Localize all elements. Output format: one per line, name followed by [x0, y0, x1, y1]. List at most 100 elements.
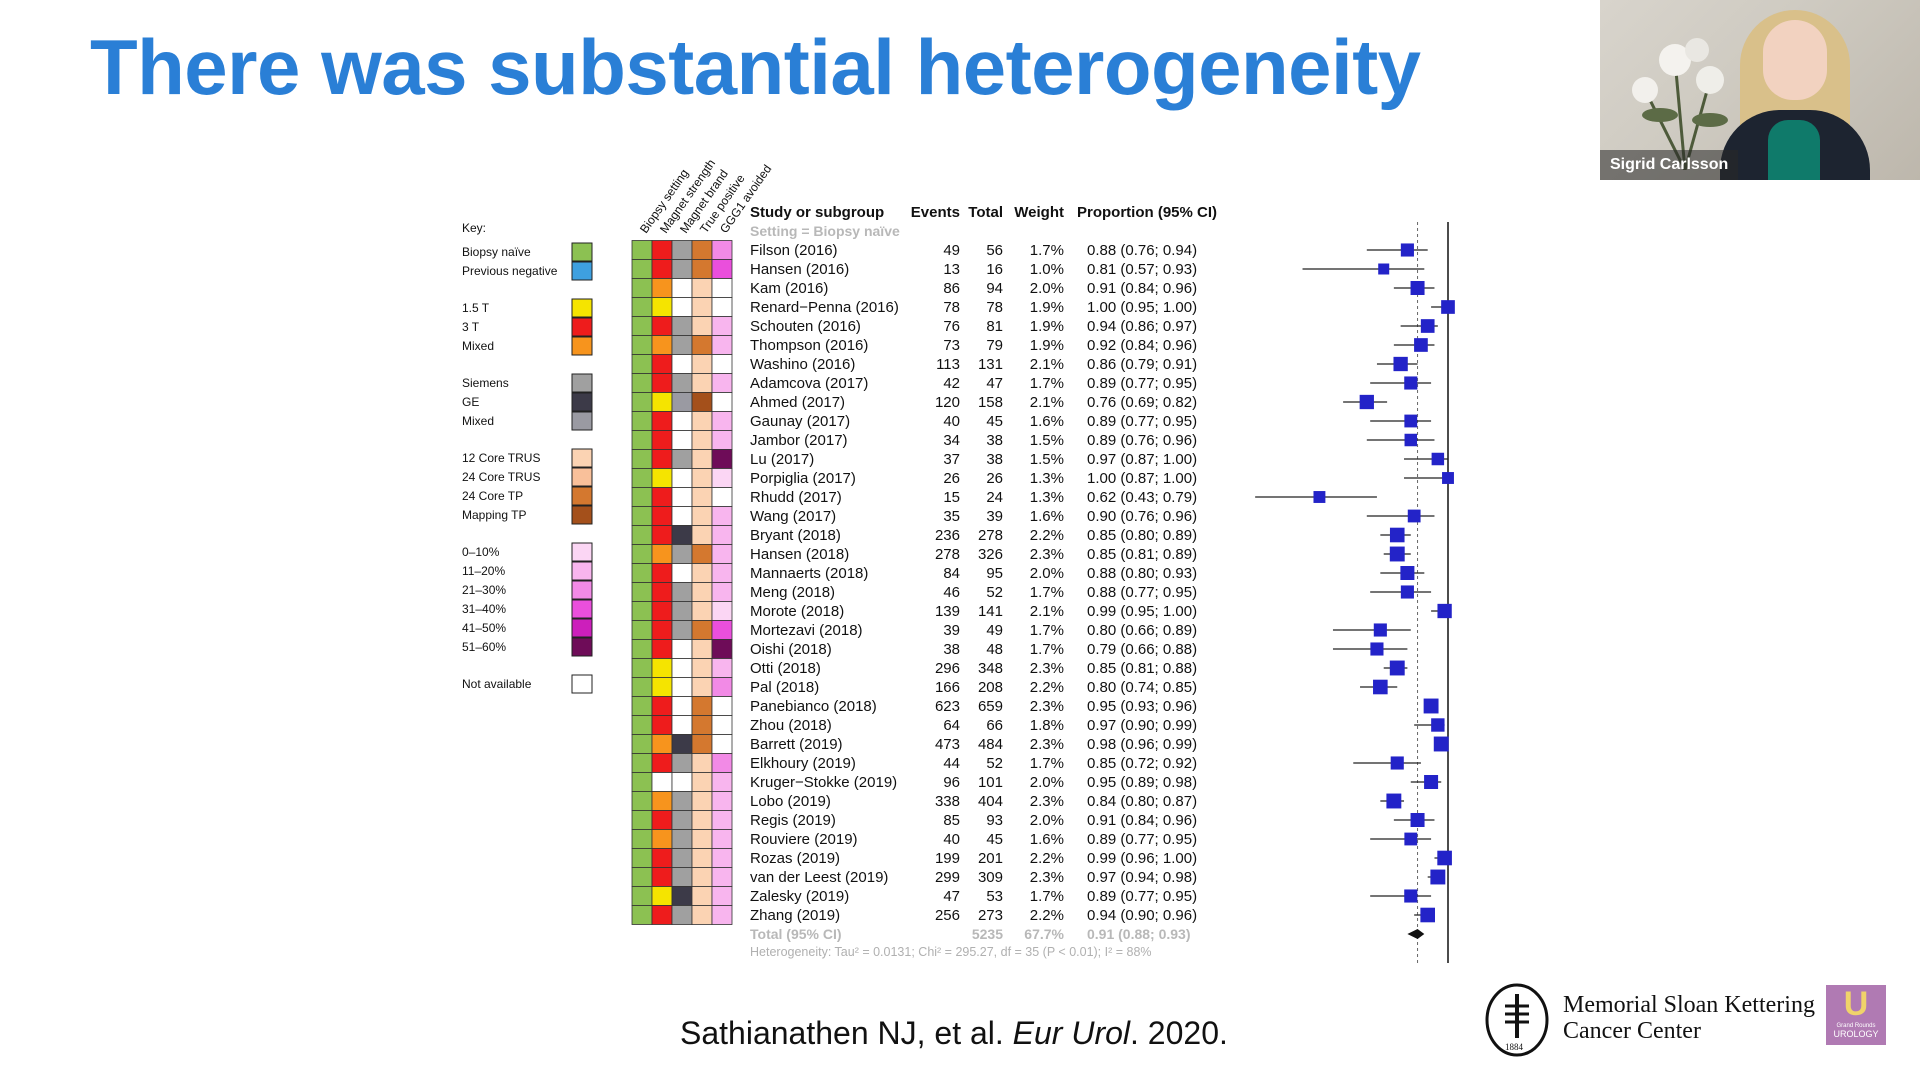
study-events: 120	[935, 394, 960, 411]
study-estimate-marker	[1389, 546, 1405, 562]
cell-core12	[691, 791, 713, 811]
study-total: 484	[978, 736, 1003, 753]
study-ci: 0.99 (0.96; 1.00)	[1087, 850, 1197, 867]
key-label: 12 Core TRUS	[462, 451, 540, 465]
cell-p20	[711, 373, 733, 393]
key-swatch-negative	[571, 261, 593, 281]
cell-t3	[651, 430, 673, 450]
study-total: 81	[986, 318, 1003, 335]
speaker-video[interactable]: Sigrid Carlsson	[1600, 0, 1920, 180]
study-name: Lobo (2019)	[750, 793, 831, 810]
msk-logo-year: 1884	[1505, 1042, 1524, 1052]
study-ci: 0.80 (0.66; 0.89)	[1087, 622, 1197, 639]
cell-siemens	[671, 316, 693, 336]
cell-t3	[651, 810, 673, 830]
key-label: 21–30%	[462, 583, 506, 597]
cell-t3	[651, 316, 673, 336]
cell-ge	[671, 734, 693, 754]
cell-na	[671, 658, 693, 678]
study-ci: 0.91 (0.84; 0.96)	[1087, 280, 1197, 297]
study-name: Zhang (2019)	[750, 907, 840, 924]
study-total: 348	[978, 660, 1003, 677]
study-events: 40	[943, 831, 960, 848]
study-events: 26	[943, 470, 960, 487]
heterogeneity-text: Heterogeneity: Tau² = 0.0131; Chi² = 295…	[750, 945, 1152, 959]
study-total: 47	[986, 375, 1003, 392]
cell-siemens	[671, 582, 693, 602]
cell-naive	[631, 506, 653, 526]
study-total: 52	[986, 584, 1003, 601]
study-name: Washino (2016)	[750, 356, 855, 373]
study-ci: 0.92 (0.84; 0.96)	[1087, 337, 1197, 354]
cell-t3	[651, 259, 673, 279]
cell-na	[671, 696, 693, 716]
study-estimate-marker	[1400, 566, 1415, 580]
cell-t3	[651, 696, 673, 716]
study-name: Renard−Penna (2016)	[750, 299, 899, 316]
key-swatch-core12	[571, 448, 593, 468]
study-total: 309	[978, 869, 1003, 886]
key-swatch-vmixed	[571, 411, 593, 431]
study-name: Oishi (2018)	[750, 641, 832, 658]
cell-na	[711, 278, 733, 298]
study-estimate-marker	[1407, 509, 1421, 523]
study-total: 93	[986, 812, 1003, 829]
cell-na	[671, 677, 693, 697]
cell-naive	[631, 810, 653, 830]
study-events: 623	[935, 698, 960, 715]
key-swatch-mapping	[571, 505, 593, 525]
key-label: Siemens	[462, 376, 509, 390]
study-ci: 0.88 (0.77; 0.95)	[1087, 584, 1197, 601]
cell-p20	[711, 886, 733, 906]
study-name: Regis (2019)	[750, 812, 836, 829]
cell-core12	[691, 582, 713, 602]
cell-t15	[651, 297, 673, 317]
header-events: Events	[911, 204, 960, 221]
study-ci: 0.88 (0.80; 0.93)	[1087, 565, 1197, 582]
cell-na	[671, 639, 693, 659]
cell-p20	[711, 335, 733, 355]
key-label: 41–50%	[462, 621, 506, 635]
study-estimate-marker	[1404, 433, 1418, 447]
cell-core12	[691, 905, 713, 925]
study-estimate-marker	[1420, 907, 1435, 923]
cell-na	[671, 411, 693, 431]
cell-siemens	[671, 810, 693, 830]
study-name: Mortezavi (2018)	[750, 622, 863, 639]
cell-na	[671, 430, 693, 450]
cell-t3	[651, 639, 673, 659]
cell-p20	[711, 506, 733, 526]
study-name: Porpiglia (2017)	[750, 470, 856, 487]
study-name: Filson (2016)	[750, 242, 838, 259]
cell-na	[711, 696, 733, 716]
study-weight: 1.7%	[1030, 622, 1064, 639]
key-swatch-t15	[571, 298, 593, 318]
study-events: 86	[943, 280, 960, 297]
study-name: Adamcova (2017)	[750, 375, 868, 392]
key-label: Mixed	[462, 414, 494, 428]
cell-core12	[691, 601, 713, 621]
study-estimate-marker	[1420, 319, 1435, 333]
cell-t3	[651, 449, 673, 469]
study-ci: 0.86 (0.79; 0.91)	[1087, 356, 1197, 373]
study-ci: 0.94 (0.90; 0.96)	[1087, 907, 1197, 924]
key-swatch-t3	[571, 317, 593, 337]
study-events: 73	[943, 337, 960, 354]
cell-p20	[711, 848, 733, 868]
study-estimate-marker	[1410, 813, 1425, 827]
cell-tmixed	[651, 791, 673, 811]
cell-core12	[691, 753, 713, 773]
study-estimate-marker	[1400, 243, 1414, 257]
study-total: 38	[986, 432, 1003, 449]
key-label: 11–20%	[462, 564, 505, 578]
study-name: Kruger−Stokke (2019)	[750, 774, 897, 791]
study-weight: 1.0%	[1030, 261, 1064, 278]
study-name: Mannaerts (2018)	[750, 565, 868, 582]
study-name: Zalesky (2019)	[750, 888, 849, 905]
study-weight: 1.8%	[1030, 717, 1064, 734]
cell-na	[651, 772, 673, 792]
study-events: 473	[935, 736, 960, 753]
study-estimate-marker	[1404, 889, 1418, 903]
study-events: 42	[943, 375, 960, 392]
